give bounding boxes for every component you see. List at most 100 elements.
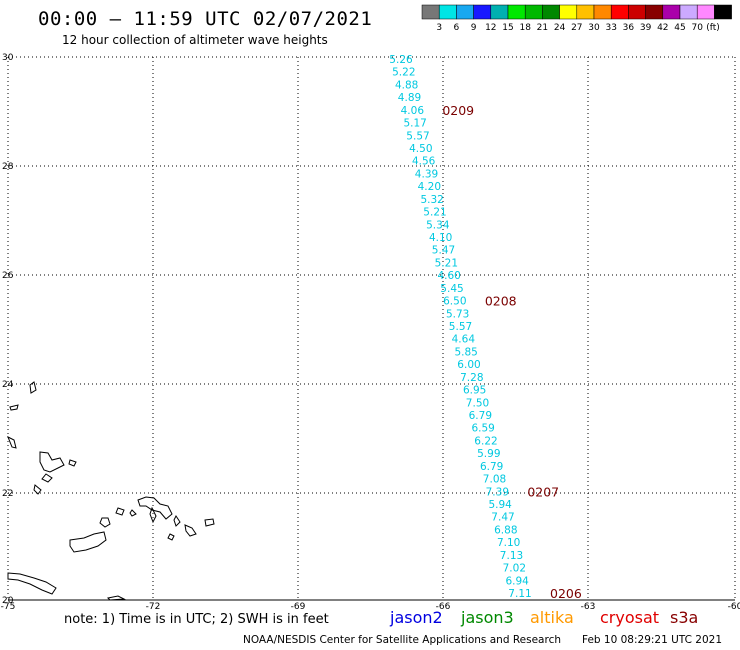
legend-swatch <box>576 4 595 20</box>
wave-height-label: 5.21 <box>435 257 458 269</box>
legend-label: 45 <box>674 23 685 33</box>
wave-height-label: 5.45 <box>440 283 463 295</box>
wave-height-label: 6.95 <box>463 385 486 397</box>
legend-swatch <box>456 4 474 20</box>
legend-swatch <box>421 4 440 20</box>
footnote: note: 1) Time is in UTC; 2) SWH is in fe… <box>64 612 329 627</box>
legend-unit: (ft) <box>706 23 720 33</box>
wave-height-label: 5.57 <box>406 130 429 142</box>
wave-height-label: 4.06 <box>401 105 425 117</box>
pass-time-label: 0207 <box>527 484 559 499</box>
legend-swatch <box>645 4 664 20</box>
wave-height-label: 5.57 <box>449 321 472 333</box>
wave-height-label: 5.73 <box>446 308 469 320</box>
lon-tick-label: -60 <box>728 602 740 612</box>
wave-height-label: 4.60 <box>437 270 460 282</box>
lon-tick-label: -69 <box>291 602 306 612</box>
wave-height-label: 4.89 <box>398 92 421 104</box>
pass-time-label: 0206 <box>550 586 582 601</box>
legend-label: 21 <box>537 23 548 33</box>
wave-height-label: 5.17 <box>403 118 426 130</box>
legend-swatch <box>490 4 509 20</box>
wave-height-label: 6.94 <box>505 575 529 587</box>
wave-height-label: 5.85 <box>454 346 477 358</box>
lat-tick-label: 26 <box>2 271 14 281</box>
wave-height-label: 5.22 <box>392 67 415 79</box>
wave-height-label: 4.20 <box>418 181 441 193</box>
wave-height-label: 7.11 <box>508 588 531 600</box>
pass-time-label: 0208 <box>485 294 517 309</box>
color-legend: 3 6 9 12 15 18 21 24 27 30 33 36 39 42 45 70 (ft) <box>421 4 732 33</box>
legend-swatch <box>473 4 492 20</box>
legend-swatch <box>679 4 698 20</box>
wave-height-label: 7.02 <box>503 563 526 575</box>
wave-height-label: 4.10 <box>429 232 452 244</box>
satellite-altika: altika <box>530 608 574 627</box>
satellite-cryosat: cryosat <box>600 608 660 627</box>
pass-time-labels: 0209 0208 0207 0206 <box>442 103 582 601</box>
wave-height-label: 6.50 <box>443 296 466 308</box>
wave-height-label: 5.32 <box>420 194 443 206</box>
wave-height-label: 4.39 <box>415 168 438 180</box>
wave-height-label: 5.26 <box>389 54 413 66</box>
legend-label: 18 <box>519 23 531 33</box>
wave-height-label: 5.34 <box>426 219 450 231</box>
legend-label: 15 <box>502 23 513 33</box>
legend-label: 3 <box>436 23 442 33</box>
lon-tick-label: -72 <box>146 602 161 612</box>
legend-swatch <box>438 4 457 20</box>
coastline <box>7 381 215 601</box>
wave-height-label: 6.00 <box>457 359 480 371</box>
lat-tick-label: 22 <box>2 489 13 499</box>
wave-height-label: 5.94 <box>488 499 512 511</box>
lon-tick-label: -66 <box>436 602 451 612</box>
pass-time-label: 0209 <box>442 103 474 118</box>
legend-label: 24 <box>554 23 566 33</box>
wave-height-label: 7.47 <box>491 512 514 524</box>
legend-swatch <box>507 4 526 20</box>
wave-height-label: 7.39 <box>486 486 509 498</box>
legend-label: 36 <box>623 23 635 33</box>
legend-swatch <box>696 4 715 20</box>
legend-swatch <box>542 4 560 20</box>
wave-height-label: 5.47 <box>432 245 455 257</box>
legend-label: 12 <box>485 23 496 33</box>
legend-label: 33 <box>605 23 616 33</box>
legend-swatch <box>628 4 646 20</box>
legend-swatch <box>662 4 681 20</box>
wave-height-label: 4.56 <box>412 156 436 168</box>
lat-tick-label: 30 <box>2 53 14 63</box>
wave-height-label: 7.08 <box>483 474 506 486</box>
wave-height-label: 5.21 <box>423 207 446 219</box>
legend-label: 9 <box>471 23 477 33</box>
legend-label: 6 <box>454 23 460 33</box>
page-title: 00:00 – 11:59 UTC 02/07/2021 <box>38 8 373 30</box>
wave-height-label: 6.22 <box>474 435 497 447</box>
legend-label: 70 <box>691 23 703 33</box>
wave-height-label: 4.88 <box>395 79 418 91</box>
wave-height-label: 5.99 <box>477 448 500 460</box>
wave-height-label: 4.64 <box>452 334 476 346</box>
wave-height-label: 7.10 <box>497 537 520 549</box>
graticule <box>8 57 735 600</box>
wave-height-label: 7.28 <box>460 372 483 384</box>
wave-height-label: 7.50 <box>466 397 489 409</box>
legend-label: 42 <box>657 23 668 33</box>
wave-height-label: 6.79 <box>469 410 492 422</box>
lat-tick-label: 24 <box>2 380 14 390</box>
legend-swatch <box>593 4 612 20</box>
satellite-jason3: jason3 <box>461 608 514 627</box>
map-frame <box>7 56 736 601</box>
satellite-s3a: s3a <box>670 608 699 627</box>
wave-height-label: 7.13 <box>500 550 523 562</box>
lat-tick-label: 20 <box>2 596 14 606</box>
legend-swatch <box>714 4 732 20</box>
page-subtitle: 12 hour collection of altimeter wave hei… <box>62 33 328 47</box>
wave-height-label: 6.88 <box>494 524 517 536</box>
legend-swatch <box>524 4 543 20</box>
wave-height-label: 6.59 <box>471 423 494 435</box>
legend-label: 27 <box>571 23 582 33</box>
legend-swatch <box>559 4 578 20</box>
legend-label: 39 <box>640 23 652 33</box>
